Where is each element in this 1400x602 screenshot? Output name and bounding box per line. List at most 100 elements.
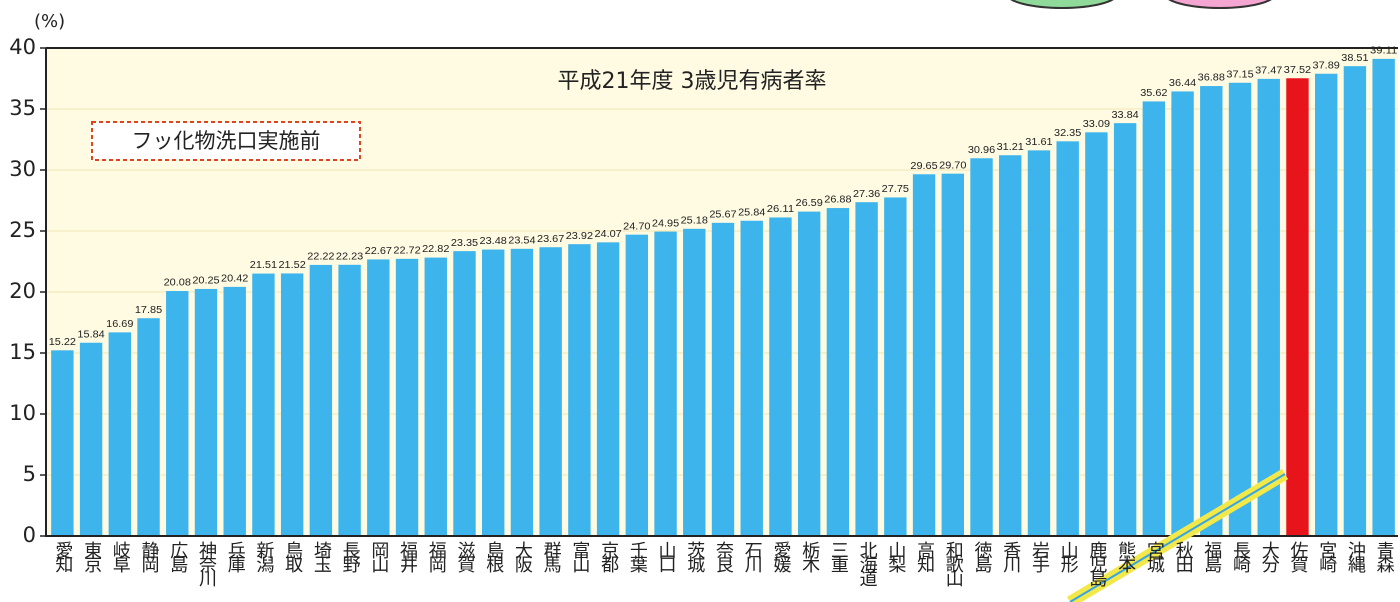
x-tick-label: 沖縄 — [1345, 541, 1366, 573]
bar — [1028, 150, 1050, 536]
bar — [338, 265, 360, 536]
x-tick-label: 佐賀 — [1287, 541, 1308, 573]
value-label: 29.65 — [910, 161, 938, 172]
x-tick-label: 静岡 — [139, 541, 160, 574]
y-tick-label: 0 — [23, 523, 36, 547]
value-label: 37.47 — [1255, 66, 1283, 77]
value-label: 37.52 — [1284, 65, 1312, 76]
bar — [683, 229, 705, 536]
x-tick-label: 奈良 — [713, 541, 734, 573]
value-label: 26.11 — [767, 204, 795, 215]
y-tick-label: 35 — [9, 96, 36, 120]
x-tick-label: 愛知 — [52, 541, 73, 573]
value-label: 23.35 — [451, 238, 479, 249]
value-label: 27.75 — [882, 184, 910, 195]
decoration — [1007, 0, 1117, 8]
bar — [1258, 79, 1280, 536]
x-tick-label: 神奈川 — [196, 541, 217, 587]
value-label: 38.51 — [1341, 53, 1369, 64]
value-label: 20.08 — [164, 278, 192, 289]
x-tick-label: 香川 — [1000, 541, 1021, 573]
bar — [1056, 141, 1078, 536]
x-tick-label: 岩手 — [1029, 541, 1050, 573]
value-label: 15.22 — [49, 337, 77, 348]
bar — [1200, 86, 1222, 536]
bar — [970, 158, 992, 536]
bar — [109, 332, 131, 536]
value-label: 23.48 — [480, 236, 508, 247]
value-label: 22.22 — [307, 252, 335, 263]
x-tick-label: 京都 — [598, 541, 619, 573]
bar — [195, 289, 217, 536]
x-tick-label: 徳島 — [972, 541, 993, 574]
y-tick-label: 20 — [9, 279, 36, 303]
value-label: 22.23 — [336, 251, 364, 262]
x-tick-label: 滋賀 — [454, 541, 475, 573]
bar — [741, 221, 763, 536]
x-tick-label: 福岡 — [426, 541, 447, 574]
bar — [827, 208, 849, 536]
value-label: 15.84 — [77, 329, 105, 340]
x-tick-label: 北海道 — [857, 541, 878, 587]
x-tick-label: 兵庫 — [225, 541, 246, 573]
bar — [999, 155, 1021, 536]
value-label: 24.07 — [594, 229, 622, 240]
value-label: 17.85 — [135, 305, 163, 316]
value-label: 21.52 — [279, 260, 307, 271]
value-label: 22.72 — [393, 245, 421, 256]
value-label: 20.42 — [221, 274, 249, 285]
bar — [568, 244, 590, 536]
x-tick-label: 岐阜 — [110, 541, 131, 573]
bar — [1286, 78, 1308, 536]
x-tick-label: 岡山 — [368, 541, 389, 573]
x-tick-label: 宮城 — [1144, 541, 1165, 573]
x-tick-label: 福島 — [1201, 541, 1222, 574]
bar — [597, 242, 619, 536]
value-label: 26.88 — [824, 195, 852, 206]
bar — [137, 318, 159, 536]
value-label: 36.44 — [1169, 78, 1197, 89]
value-label: 25.18 — [681, 215, 709, 226]
x-tick-label: 埼玉 — [311, 541, 332, 572]
bar — [367, 259, 389, 536]
bar — [654, 232, 676, 536]
x-tick-label: 石川 — [742, 541, 763, 573]
x-tick-label: 大分 — [1259, 541, 1280, 573]
value-label: 22.82 — [422, 244, 450, 255]
x-tick-label: 新潟 — [253, 541, 274, 574]
y-tick-label: 5 — [23, 462, 36, 486]
value-label: 35.62 — [1140, 88, 1168, 99]
x-tick-label: 三重 — [828, 541, 849, 573]
value-label: 29.70 — [939, 160, 967, 171]
x-tick-label: 茨城 — [684, 541, 705, 573]
bar — [798, 212, 820, 536]
x-tick-label: 群馬 — [541, 541, 562, 574]
bar — [712, 223, 734, 536]
value-label: 39.11 — [1370, 45, 1398, 56]
bar — [1143, 101, 1165, 536]
value-label: 31.61 — [1025, 137, 1053, 148]
bar — [913, 174, 935, 536]
bar — [224, 287, 246, 536]
value-label: 16.69 — [106, 319, 134, 330]
y-tick-label: 40 — [9, 35, 36, 59]
bar — [482, 250, 504, 536]
value-label: 23.54 — [508, 235, 536, 246]
x-tick-label: 千葉 — [627, 541, 648, 573]
x-tick-label: 宮崎 — [1316, 541, 1337, 573]
x-tick-label: 富山 — [569, 541, 590, 573]
value-label: 33.84 — [1111, 110, 1139, 121]
bar — [166, 291, 188, 536]
value-label: 23.67 — [537, 234, 565, 245]
value-label: 21.51 — [250, 260, 278, 271]
bar — [769, 217, 791, 536]
bar — [51, 350, 73, 536]
bar — [252, 274, 274, 536]
x-tick-label: 熊本 — [1115, 541, 1136, 573]
bar — [1085, 132, 1107, 536]
decoration — [1165, 0, 1275, 8]
x-tick-label: 広島 — [167, 541, 188, 574]
value-label: 20.25 — [192, 276, 220, 287]
value-label: 33.09 — [1083, 119, 1111, 130]
value-label: 37.89 — [1313, 60, 1341, 71]
